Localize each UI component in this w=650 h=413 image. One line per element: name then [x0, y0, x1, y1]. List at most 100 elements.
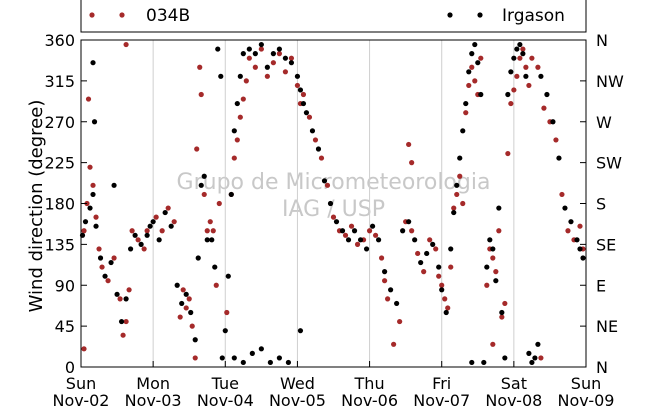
data-point — [412, 237, 418, 243]
data-point — [457, 155, 463, 161]
data-point — [297, 87, 304, 93]
data-point — [258, 346, 264, 352]
data-point — [177, 314, 183, 320]
data-point — [162, 209, 168, 216]
data-point — [165, 205, 171, 211]
data-point — [318, 155, 325, 161]
legend-marker — [119, 12, 125, 18]
data-point — [90, 182, 96, 188]
data-point — [212, 264, 218, 270]
data-point — [111, 182, 117, 188]
data-point — [348, 223, 355, 229]
data-point — [535, 341, 541, 347]
data-point — [469, 51, 475, 57]
data-point — [123, 318, 129, 325]
data-point — [577, 223, 583, 229]
data-point — [451, 209, 457, 216]
data-point — [487, 237, 493, 243]
data-point — [204, 237, 210, 243]
data-point — [526, 82, 532, 89]
legend-label: 034B — [146, 6, 190, 26]
data-point — [409, 160, 415, 166]
data-point — [418, 259, 424, 266]
legend-marker — [89, 12, 95, 18]
y-axis-label: Wind direction (degree) — [26, 100, 47, 313]
data-point — [270, 51, 276, 57]
data-point — [93, 223, 99, 229]
data-point — [93, 214, 99, 220]
data-point — [517, 41, 523, 48]
data-point — [463, 110, 469, 116]
data-point — [156, 237, 162, 243]
data-point — [466, 69, 472, 75]
data-point — [466, 82, 472, 89]
data-point — [90, 60, 96, 66]
data-point — [385, 296, 391, 302]
legend-marker — [447, 12, 453, 18]
data-point — [207, 219, 213, 225]
data-point — [481, 359, 487, 366]
data-point — [303, 110, 310, 116]
data-point — [186, 296, 192, 302]
data-point — [183, 305, 189, 311]
data-point — [472, 78, 478, 84]
data-point — [577, 246, 583, 252]
x-tick-day: Sat — [501, 374, 527, 393]
data-point — [300, 100, 307, 107]
data-point — [541, 105, 547, 111]
data-point — [246, 46, 252, 52]
data-point — [415, 250, 421, 257]
data-point — [478, 55, 484, 61]
data-point — [231, 155, 237, 161]
data-point — [357, 237, 364, 243]
data-point — [138, 241, 144, 247]
data-point — [490, 246, 496, 252]
y-tick-label: 0 — [65, 358, 75, 377]
data-point — [294, 82, 301, 89]
data-point — [82, 219, 89, 225]
data-point — [81, 228, 87, 234]
data-point — [195, 255, 201, 261]
data-point — [171, 219, 177, 225]
data-point — [394, 300, 400, 307]
data-point — [126, 287, 132, 293]
data-point — [378, 255, 385, 261]
data-point — [463, 100, 469, 107]
data-point — [276, 355, 282, 361]
x-tick-day: Sun — [571, 374, 601, 393]
data-point — [469, 64, 475, 70]
data-point — [240, 359, 246, 366]
data-point — [197, 64, 203, 70]
data-point — [237, 114, 243, 120]
data-point — [258, 41, 264, 48]
data-point — [439, 287, 445, 293]
data-point — [372, 232, 379, 238]
data-point — [430, 241, 436, 247]
x-axis-tick-labels: SunNov-02MonNov-03TueNov-04WedNov-05ThuN… — [53, 374, 615, 410]
y-tick-label: 270 — [44, 113, 75, 132]
data-point — [285, 359, 292, 366]
data-point — [499, 314, 505, 320]
y-tick-label: 315 — [44, 72, 75, 91]
data-point — [505, 150, 511, 157]
data-point — [493, 269, 499, 275]
data-point — [159, 228, 165, 234]
y-tick-label: 360 — [44, 31, 75, 50]
data-point — [216, 200, 222, 207]
compass-label: SE — [596, 235, 616, 254]
data-point — [457, 173, 463, 179]
data-point — [523, 73, 529, 79]
data-point — [225, 273, 231, 279]
data-point — [565, 228, 571, 234]
data-point — [198, 91, 204, 98]
x-tick-day: Wed — [280, 374, 315, 393]
data-point — [363, 246, 370, 252]
data-point — [490, 255, 496, 261]
data-point — [219, 355, 225, 361]
data-point — [342, 232, 349, 238]
data-point — [231, 355, 237, 361]
data-point — [228, 191, 234, 198]
y-tick-label: 135 — [44, 235, 75, 254]
